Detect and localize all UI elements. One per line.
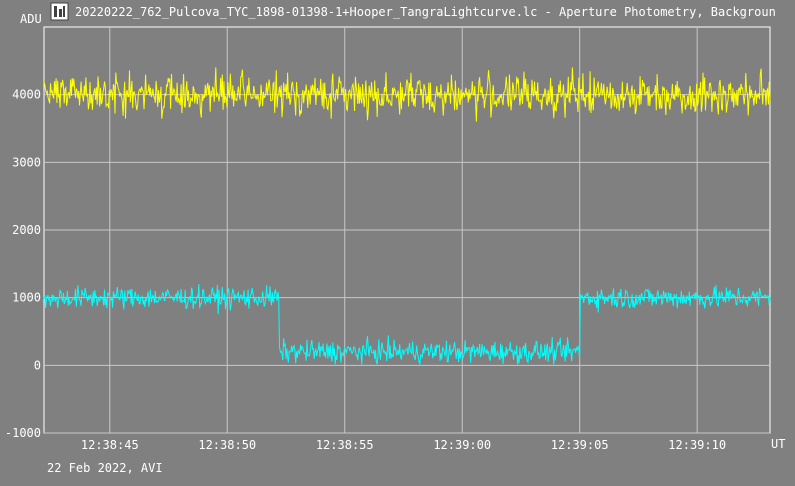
grid	[44, 27, 770, 434]
x-tick-label: 12:39:10	[668, 438, 726, 452]
x-tick-label: 12:38:55	[316, 438, 374, 452]
date-label: 22 Feb 2022, AVI	[47, 461, 163, 475]
y-tick-labels: -1000 0 1000 2000 3000 4000	[5, 88, 41, 440]
y-tick-label: 4000	[12, 88, 41, 102]
x-tick-label: 12:38:45	[81, 438, 139, 452]
y-tick-label: 3000	[12, 155, 41, 169]
x-tick-label: 12:38:50	[198, 438, 256, 452]
x-axis-label: UT	[771, 437, 785, 451]
title-bar: 20220222_762_Pulcova_TYC_1898-01398-1+Ho…	[50, 2, 776, 21]
series-target-line	[43, 67, 771, 122]
y-tick-label: 1000	[12, 291, 41, 305]
tangra-app-icon[interactable]	[50, 2, 69, 21]
series-comparison-line	[43, 283, 771, 366]
x-tick-label: 12:39:05	[551, 438, 609, 452]
x-tick-labels: 12:38:45 12:38:50 12:38:55 12:39:00 12:39:05…	[81, 438, 726, 452]
x-tick-label: 12:39:00	[433, 438, 491, 452]
y-axis-label: ADU	[20, 12, 42, 26]
y-tick-label: -1000	[5, 426, 41, 440]
y-tick-label: 2000	[12, 223, 41, 237]
series-group	[43, 67, 771, 366]
window-title: 20220222_762_Pulcova_TYC_1898-01398-1+Ho…	[75, 5, 776, 19]
y-tick-label: 0	[34, 358, 41, 372]
